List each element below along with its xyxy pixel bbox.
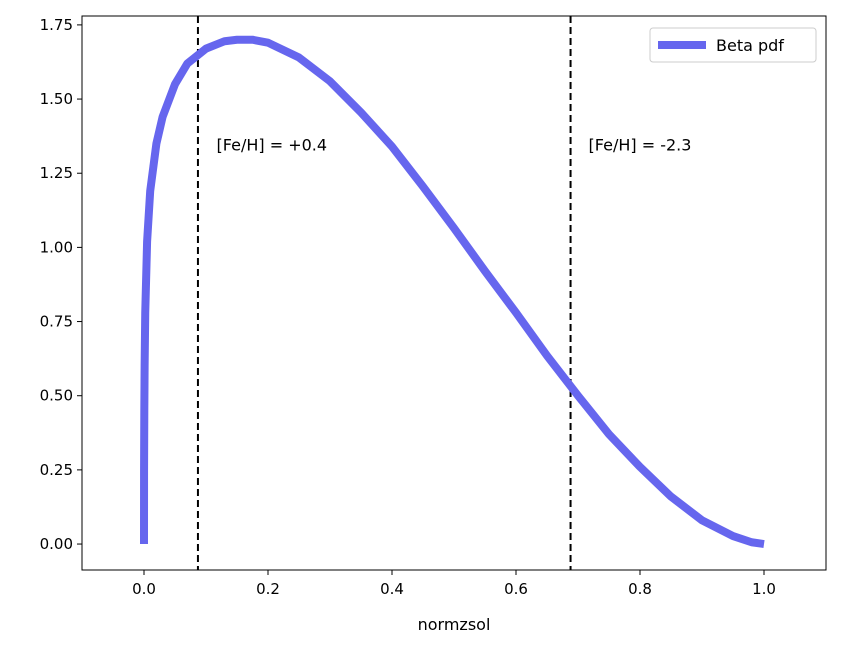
y-tick-label: 0.00 bbox=[40, 535, 73, 553]
y-axis: 0.00 0.25 0.50 0.75 1.00 1.25 1.50 1.75 bbox=[40, 16, 82, 553]
y-tick-label: 1.75 bbox=[40, 16, 73, 34]
y-tick-label: 0.25 bbox=[40, 461, 73, 479]
legend-box bbox=[649, 27, 817, 63]
annotation-label: [Fe/H] = +0.4 bbox=[217, 135, 328, 154]
annotations: [Fe/H] = +0.4 [Fe/H] = -2.3 bbox=[217, 135, 692, 154]
x-tick-label: 0.4 bbox=[380, 580, 404, 598]
x-tick-label: 0.6 bbox=[504, 580, 528, 598]
x-tick-label: 0.2 bbox=[256, 580, 280, 598]
legend-label: Beta pdf bbox=[716, 36, 784, 55]
vertical-reference-lines bbox=[196, 16, 572, 570]
x-axis-label: normzsol bbox=[418, 615, 491, 634]
series-line bbox=[140, 35, 765, 548]
axes-frame bbox=[81, 15, 827, 571]
y-tick-label: 0.75 bbox=[40, 313, 73, 331]
annotation-label: [Fe/H] = -2.3 bbox=[589, 135, 692, 154]
x-tick-label: 1.0 bbox=[752, 580, 776, 598]
y-tick-label: 1.25 bbox=[40, 164, 73, 182]
x-tick-label: 0.0 bbox=[132, 580, 156, 598]
y-tick-label: 0.50 bbox=[40, 387, 73, 405]
x-axis: 0.0 0.2 0.4 0.6 0.8 1.0 bbox=[132, 570, 776, 598]
plot-area: [Fe/H] = +0.4 [Fe/H] = -2.3 bbox=[81, 15, 827, 571]
y-tick-label: 1.00 bbox=[40, 238, 73, 256]
legend: Beta pdf bbox=[649, 27, 817, 63]
series-lines bbox=[140, 35, 765, 548]
y-tick-label: 1.50 bbox=[40, 90, 73, 108]
x-tick-label: 0.8 bbox=[628, 580, 652, 598]
